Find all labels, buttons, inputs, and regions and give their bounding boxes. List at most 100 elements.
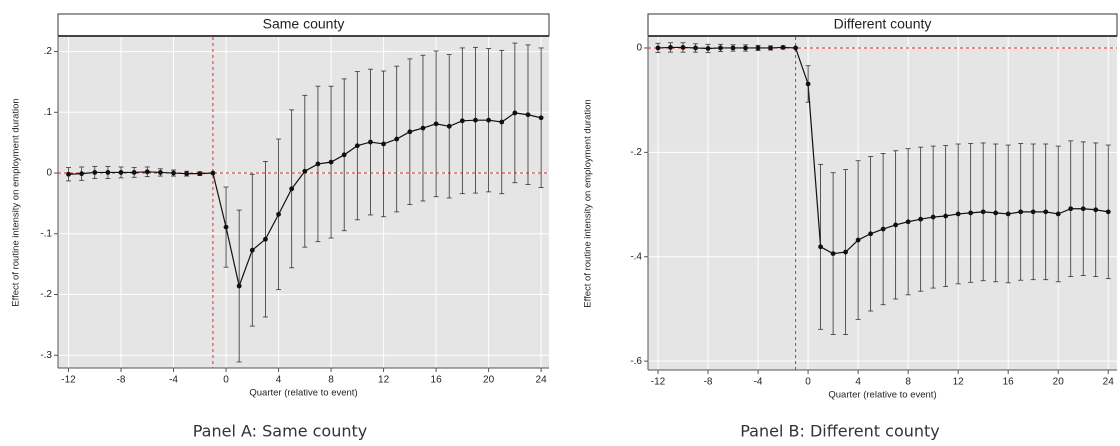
- point: [328, 159, 334, 165]
- point: [1030, 209, 1036, 215]
- point: [1093, 207, 1099, 213]
- point: [315, 161, 321, 167]
- y-tick-label: 0: [636, 43, 642, 54]
- point: [512, 110, 518, 116]
- point: [144, 169, 150, 175]
- point: [289, 186, 295, 192]
- point: [276, 211, 281, 217]
- point: [768, 45, 773, 51]
- point: [420, 125, 426, 131]
- point: [718, 45, 723, 51]
- point: [263, 236, 268, 242]
- x-tick-label: 4: [276, 375, 282, 386]
- x-tick-label: -8: [117, 375, 126, 386]
- point: [893, 222, 899, 228]
- point: [693, 45, 698, 51]
- point: [79, 171, 85, 177]
- plot-area: [58, 37, 549, 368]
- point: [655, 45, 661, 51]
- point: [394, 136, 400, 142]
- point: [1080, 206, 1086, 212]
- point: [930, 214, 936, 220]
- point: [855, 237, 861, 243]
- x-tick-label: -4: [754, 377, 763, 388]
- point: [868, 231, 874, 237]
- x-tick-label: 12: [378, 375, 390, 386]
- point: [118, 170, 124, 175]
- point: [793, 45, 798, 51]
- point: [171, 170, 176, 176]
- plot-area: [648, 37, 1117, 370]
- x-tick-label: -4: [169, 375, 178, 386]
- x-tick-label: -12: [61, 375, 76, 386]
- point: [1043, 209, 1049, 215]
- point: [743, 45, 748, 51]
- x-tick-label: 8: [905, 377, 911, 388]
- point: [92, 170, 98, 175]
- point: [1018, 209, 1024, 215]
- panel-title: Different county: [834, 16, 932, 32]
- point: [668, 45, 673, 50]
- point: [525, 112, 531, 118]
- y-tick-label: -.3: [40, 350, 52, 361]
- panel-title: Same county: [263, 16, 345, 32]
- point: [446, 123, 452, 129]
- point: [381, 141, 386, 147]
- point: [1068, 206, 1074, 212]
- point: [780, 45, 786, 50]
- point: [730, 45, 736, 51]
- x-tick-label: 0: [805, 377, 811, 388]
- y-tick-label: 0: [46, 168, 52, 179]
- x-tick-label: 12: [953, 377, 965, 388]
- y-axis-title: Effect of routine intensity on employmen…: [11, 98, 22, 306]
- point: [197, 171, 203, 177]
- point: [184, 171, 190, 177]
- y-axis-title: Effect of routine intensity on employmen…: [583, 99, 594, 307]
- y-tick-label: -.2: [630, 147, 642, 158]
- point: [1105, 209, 1111, 215]
- y-tick-label: -.4: [630, 251, 642, 262]
- x-tick-label: 0: [223, 375, 229, 386]
- y-tick-label: -.2: [40, 289, 52, 300]
- point: [918, 216, 924, 222]
- x-axis-title: Quarter (relative to event): [249, 388, 357, 399]
- point: [223, 224, 229, 230]
- point: [1005, 211, 1011, 217]
- point: [131, 170, 137, 175]
- point: [805, 81, 811, 87]
- y-tick-label: .2: [44, 46, 53, 57]
- panel-caption: Panel B: Different county: [740, 422, 940, 441]
- point: [905, 219, 911, 225]
- panel-caption: Panel A: Same county: [193, 422, 367, 441]
- point: [818, 244, 823, 250]
- point: [341, 152, 347, 158]
- point: [968, 210, 974, 216]
- point: [955, 211, 961, 217]
- point: [210, 170, 216, 176]
- point: [843, 249, 849, 255]
- point: [830, 251, 836, 257]
- point: [499, 119, 505, 125]
- x-tick-label: -8: [704, 377, 713, 388]
- point: [354, 143, 360, 149]
- x-tick-label: -12: [651, 377, 666, 388]
- point: [538, 115, 544, 121]
- y-tick-label: .1: [44, 107, 53, 118]
- y-tick-label: -.6: [630, 356, 642, 367]
- point: [368, 139, 373, 145]
- point: [158, 170, 163, 175]
- point: [705, 46, 711, 51]
- point: [680, 45, 686, 50]
- point: [473, 117, 478, 123]
- point: [755, 45, 761, 51]
- point: [486, 117, 492, 123]
- point: [249, 247, 255, 253]
- x-axis-title: Quarter (relative to event): [828, 390, 936, 401]
- x-tick-label: 20: [483, 375, 495, 386]
- point: [993, 210, 999, 216]
- point: [880, 226, 886, 232]
- point: [105, 170, 111, 175]
- x-tick-label: 20: [1053, 377, 1065, 388]
- x-tick-label: 16: [1003, 377, 1015, 388]
